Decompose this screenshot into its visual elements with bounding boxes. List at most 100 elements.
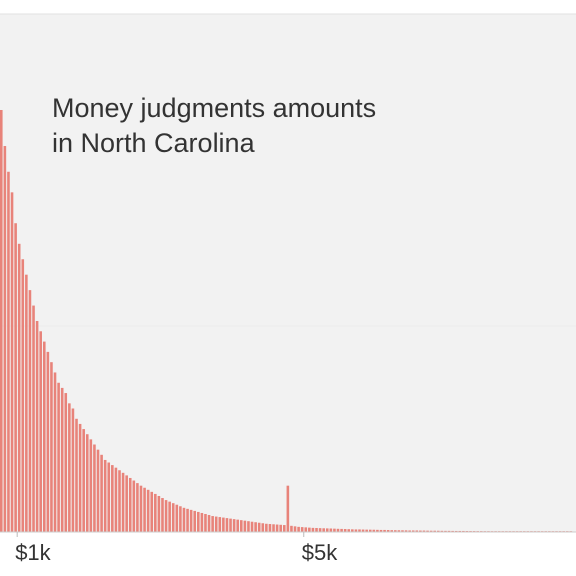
histogram-bar bbox=[347, 529, 351, 532]
histogram-bar bbox=[214, 516, 218, 532]
histogram-bar bbox=[376, 529, 379, 532]
gridlines bbox=[0, 13, 576, 327]
histogram-bar bbox=[121, 472, 125, 532]
histogram-bar bbox=[368, 529, 372, 532]
histogram-bar bbox=[282, 525, 286, 532]
histogram-bar bbox=[157, 495, 161, 532]
histogram-bar bbox=[32, 305, 35, 532]
histogram-bar bbox=[146, 489, 150, 532]
histogram-bar bbox=[315, 527, 318, 532]
histogram-bar bbox=[444, 530, 447, 532]
histogram-bar bbox=[100, 454, 103, 532]
histogram-bar bbox=[60, 387, 64, 532]
histogram-bar bbox=[437, 530, 440, 532]
histogram-bar bbox=[397, 530, 401, 532]
histogram-bar bbox=[225, 518, 229, 532]
histogram-bar bbox=[222, 517, 225, 532]
histogram-bar bbox=[272, 524, 275, 532]
x-tick-label: $5k bbox=[302, 540, 338, 565]
histogram-bar bbox=[189, 509, 193, 532]
histogram-bar bbox=[7, 171, 10, 532]
chart-title-line-1: Money judgments amounts bbox=[52, 93, 376, 123]
histogram-bar bbox=[64, 393, 68, 532]
histogram-bar bbox=[426, 530, 429, 532]
histogram-bar bbox=[161, 498, 164, 532]
histogram-bar bbox=[85, 434, 89, 532]
histogram-bar bbox=[93, 444, 96, 532]
histogram-bar bbox=[236, 519, 239, 532]
histogram-bar bbox=[304, 527, 308, 532]
histogram-bar bbox=[171, 503, 175, 532]
histogram-bar bbox=[204, 513, 207, 532]
histogram-bar bbox=[53, 372, 57, 532]
histogram-bar bbox=[10, 192, 14, 532]
histogram-bar bbox=[279, 524, 282, 532]
histogram-bar bbox=[318, 528, 322, 532]
histogram-bar bbox=[451, 530, 454, 532]
histogram-bars bbox=[0, 110, 573, 533]
histogram-bar bbox=[419, 530, 422, 532]
histogram-bar bbox=[454, 530, 458, 532]
histogram-bar bbox=[182, 507, 186, 532]
histogram-bar bbox=[286, 485, 290, 532]
histogram-bar bbox=[372, 529, 376, 532]
histogram-bar bbox=[107, 462, 111, 532]
histogram-bar bbox=[254, 522, 257, 532]
histogram-bar bbox=[308, 527, 311, 532]
histogram-bar bbox=[50, 362, 53, 532]
histogram-bar bbox=[197, 511, 200, 532]
histogram-bar bbox=[136, 483, 139, 532]
histogram-bar bbox=[325, 528, 329, 532]
histogram-bar bbox=[358, 529, 361, 532]
histogram-bar bbox=[408, 530, 411, 532]
histogram-bar bbox=[394, 530, 397, 532]
histogram-bar bbox=[103, 459, 107, 532]
histogram-bar bbox=[232, 519, 236, 532]
histogram-bar bbox=[458, 530, 462, 532]
histogram-bar bbox=[139, 485, 143, 532]
histogram-bar bbox=[322, 528, 325, 532]
histogram-bar bbox=[386, 530, 390, 532]
histogram-bar bbox=[57, 382, 60, 532]
histogram-bar bbox=[447, 530, 451, 532]
histogram-bar bbox=[354, 529, 358, 532]
histogram-bar bbox=[21, 259, 25, 532]
histogram-bar bbox=[128, 477, 132, 532]
histogram-bar bbox=[229, 518, 232, 532]
histogram-bar bbox=[154, 493, 157, 532]
histogram-bar bbox=[240, 520, 243, 532]
histogram-bar bbox=[175, 504, 179, 532]
histogram-bar bbox=[46, 351, 50, 532]
x-tick-label: $1k bbox=[15, 540, 51, 565]
histogram-bar bbox=[429, 530, 433, 532]
histogram-bar bbox=[68, 403, 71, 532]
histogram-bar bbox=[132, 480, 136, 532]
histogram-bar bbox=[268, 524, 272, 532]
histogram-bar bbox=[186, 508, 189, 532]
histogram-bar bbox=[14, 223, 17, 532]
histogram-bar bbox=[293, 526, 297, 532]
histogram-bar bbox=[422, 530, 426, 532]
histogram-bar bbox=[336, 528, 340, 532]
histogram-bar bbox=[383, 529, 386, 532]
histogram-bar bbox=[300, 527, 304, 532]
histogram-bar bbox=[257, 522, 261, 532]
histogram-bar bbox=[89, 439, 93, 532]
histogram-bar bbox=[0, 110, 3, 532]
histogram-bar bbox=[168, 501, 171, 532]
histogram-bar bbox=[200, 512, 204, 532]
histogram-bar bbox=[361, 529, 365, 532]
histogram-bar bbox=[297, 526, 300, 532]
histogram-bar bbox=[39, 331, 42, 532]
x-axis-ticks: $1k $5k bbox=[15, 532, 338, 565]
histogram-bar bbox=[42, 341, 46, 532]
histogram-bar bbox=[404, 530, 408, 532]
histogram-bar bbox=[415, 530, 419, 532]
histogram-bar bbox=[118, 470, 121, 532]
histogram-bar bbox=[390, 530, 394, 532]
histogram-bar bbox=[333, 528, 336, 532]
histogram-bar bbox=[218, 517, 222, 532]
histogram-bar bbox=[164, 500, 168, 532]
histogram-bar bbox=[329, 528, 333, 532]
